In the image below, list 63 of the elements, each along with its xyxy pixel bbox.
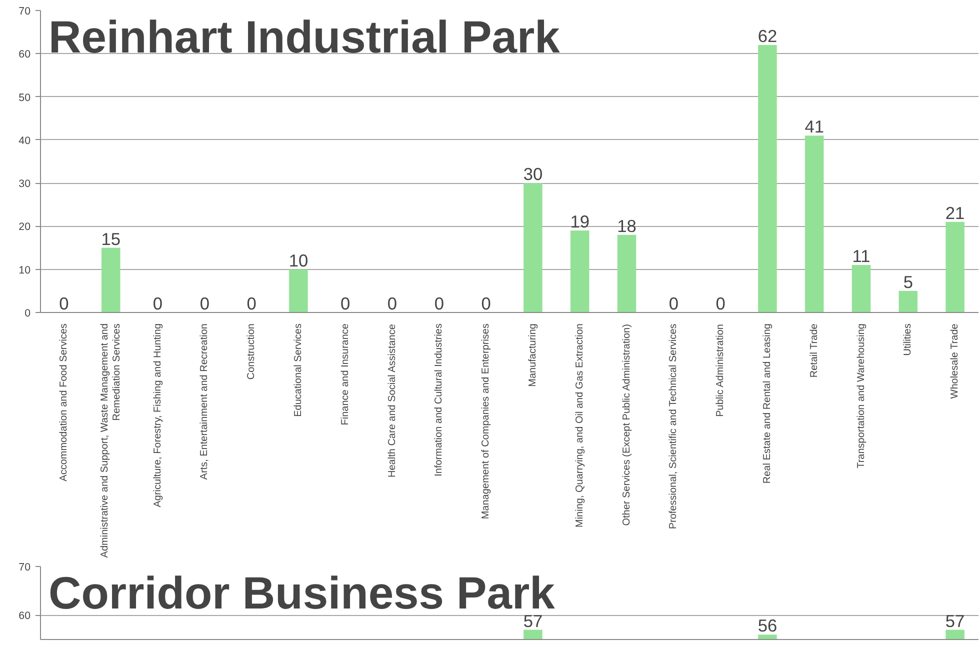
data-label: 5	[903, 272, 913, 292]
bar	[617, 234, 636, 312]
bar	[804, 136, 824, 312]
data-label: 21	[945, 202, 965, 223]
x-tick-label: Manufacturing	[527, 323, 538, 387]
chart-title: Reinhart Industrial Park	[48, 12, 561, 62]
y-tick-label: 70	[18, 562, 31, 574]
data-label: 19	[570, 212, 590, 232]
data-label: 0	[59, 294, 69, 314]
y-tick-label: 70	[18, 6, 31, 18]
y-tick-label: 30	[18, 178, 31, 190]
bar	[101, 248, 120, 312]
data-label: 0	[200, 294, 210, 314]
y-tick-label: 10	[18, 264, 31, 276]
bar	[946, 222, 964, 312]
y-tick-label: 60	[18, 48, 31, 61]
x-tick-label: Real Estate and Rental and Leasing	[762, 323, 773, 484]
x-tick-label: Administrative and Support, Waste Management and Remediation Services	[99, 323, 122, 558]
data-label: 30	[523, 164, 543, 184]
bar	[570, 230, 590, 312]
bar	[289, 269, 308, 312]
data-label: 0	[340, 294, 350, 314]
data-label: 11	[852, 246, 870, 266]
data-label: 0	[434, 294, 444, 314]
x-tick-label: Management of Companies and Enterprises	[480, 323, 492, 520]
bar	[898, 290, 918, 312]
x-tick-label: Public Administration	[715, 324, 726, 417]
x-tick-label: Transportation and Warehousing	[856, 323, 867, 468]
data-label: 41	[804, 116, 824, 137]
x-tick-label: Other Services (Except Public Administration)	[621, 324, 632, 526]
x-tick-label: Utilities	[902, 323, 914, 356]
data-label: 18	[617, 216, 636, 236]
x-tick-label: Agriculture, Forestry, Fishing and Hunting	[152, 323, 164, 508]
x-tick-label: Retail Trade	[808, 323, 820, 378]
x-tick-label: Finance and Insurance	[340, 323, 351, 426]
data-label: 0	[716, 294, 726, 314]
y-tick-label: 50	[18, 92, 31, 104]
x-tick-label: Mining, Quarrying, and Oil and Gas Extraction	[574, 324, 586, 528]
y-tick-label: 0	[24, 308, 31, 320]
bar	[524, 183, 542, 312]
data-label: 10	[288, 250, 308, 270]
bar	[758, 45, 777, 312]
y-tick-label: 60	[18, 610, 31, 622]
data-label: 56	[758, 616, 778, 636]
data-label: 15	[101, 228, 120, 249]
data-label: 0	[152, 294, 163, 314]
data-label: 0	[387, 294, 398, 314]
x-tick-label: Health Care and Social Assistance	[386, 324, 398, 478]
data-label: 0	[668, 294, 678, 314]
data-label: 0	[246, 294, 256, 314]
x-tick-label: Information and Cultural Industries	[434, 323, 445, 476]
x-tick-label: Wholesale Trade	[950, 323, 961, 399]
data-label: 62	[758, 26, 778, 46]
y-tick-label: 20	[18, 221, 31, 234]
x-tick-label: Construction	[246, 323, 258, 380]
x-tick-label: Arts, Entertainment and Recreation	[199, 323, 210, 480]
x-tick-label: Educational Services	[292, 323, 304, 417]
bar	[852, 265, 871, 312]
data-label: 57	[945, 610, 965, 631]
x-tick-label: Accommodation and Food Services	[58, 323, 70, 482]
x-tick-label: Professional, Scientific and Technical Services	[668, 324, 680, 530]
data-label: 0	[481, 294, 491, 314]
y-tick-label: 40	[18, 134, 31, 147]
